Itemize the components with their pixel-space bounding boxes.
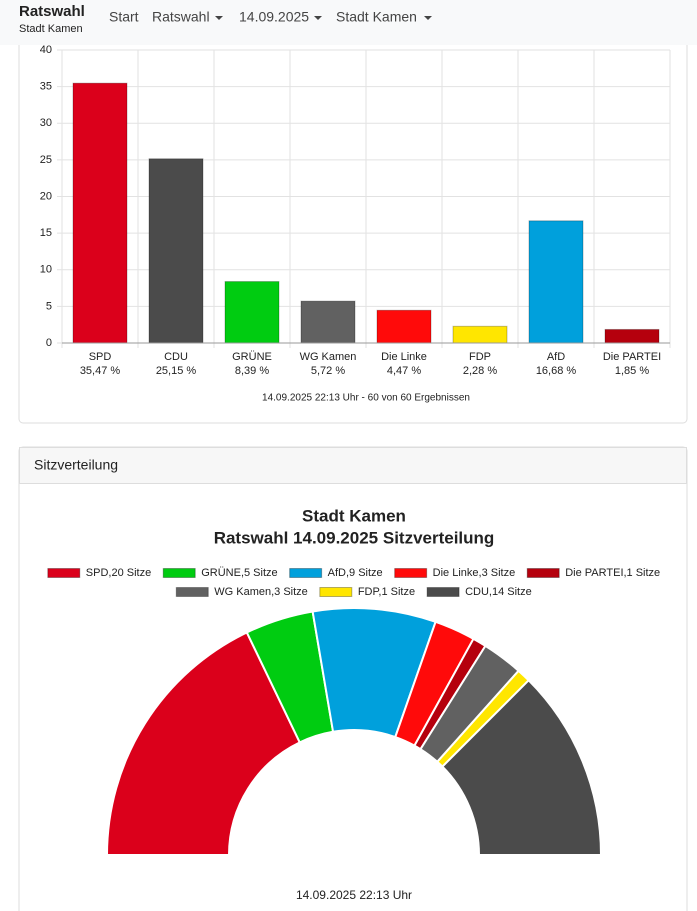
bar: [224, 281, 280, 344]
bar: [604, 328, 660, 344]
value-label: 16,68 %: [536, 365, 577, 377]
legend-swatch: [47, 568, 81, 578]
brand-subtitle: Stadt Kamen: [19, 23, 83, 35]
y-tick-label: 35: [40, 81, 52, 93]
caret: [424, 16, 432, 20]
legend-swatch: [289, 568, 323, 578]
value-label: 1,85 %: [615, 365, 649, 377]
bar: [528, 220, 584, 344]
legend-swatch: [319, 587, 353, 597]
nav-dropdown[interactable]: Stadt Kamen: [336, 9, 417, 25]
value-label: 8,39 %: [235, 365, 269, 377]
footnote: 14.09.2025 22:13 Uhr - 60 von 60 Ergebni…: [262, 393, 470, 404]
y-tick-label: 10: [40, 264, 52, 276]
card-header: [19, 447, 687, 484]
caret: [215, 16, 223, 20]
legend-swatch: [162, 568, 196, 578]
chart-title: Stadt Kamen: [302, 506, 406, 525]
panel-title: Sitzverteilung: [34, 457, 118, 473]
x-tick-label: Die PARTEI: [603, 351, 661, 363]
footnote: 14.09.2025 22:13 Uhr: [296, 888, 412, 902]
x-tick-label: WG Kamen: [300, 351, 357, 363]
bar: [376, 309, 432, 344]
legend-label: WG Kamen,3 Sitze: [214, 586, 308, 598]
seat-segment: [440, 678, 603, 856]
x-tick-label: SPD: [89, 351, 112, 363]
nav-dropdown[interactable]: 14.09.2025: [239, 9, 309, 25]
x-tick-label: AfD: [547, 351, 565, 363]
legend-label: FDP,1 Sitze: [358, 586, 415, 598]
legend-swatch: [526, 568, 560, 578]
bar: [452, 325, 508, 344]
value-label: 25,15 %: [156, 365, 197, 377]
value-label: 4,47 %: [387, 365, 421, 377]
y-tick-label: 15: [40, 227, 52, 239]
y-tick-label: 30: [40, 117, 52, 129]
legend-label: SPD,20 Sitze: [86, 567, 151, 579]
legend-swatch: [426, 587, 460, 597]
value-label: 35,47 %: [80, 365, 121, 377]
value-label: 5,72 %: [311, 365, 345, 377]
y-tick-label: 0: [46, 337, 52, 349]
nav-link[interactable]: Start: [109, 9, 139, 25]
legend-label: CDU,14 Sitze: [465, 586, 532, 598]
nav-dropdown[interactable]: Ratswahl: [152, 9, 210, 25]
bar: [72, 82, 128, 344]
legend-label: GRÜNE,5 Sitze: [201, 567, 277, 579]
x-tick-label: GRÜNE: [232, 351, 272, 363]
caret: [314, 16, 322, 20]
y-tick-label: 5: [46, 300, 52, 312]
y-tick-label: 25: [40, 154, 52, 166]
y-tick-label: 20: [40, 190, 52, 202]
y-tick-label: 40: [40, 44, 52, 56]
x-tick-label: CDU: [164, 351, 188, 363]
legend-label: AfD,9 Sitze: [328, 567, 383, 579]
legend-swatch: [394, 568, 428, 578]
legend-label: Die Linke,3 Sitze: [433, 567, 516, 579]
brand[interactable]: Ratswahl: [19, 3, 85, 20]
legend-label: Die PARTEI,1 Sitze: [565, 567, 660, 579]
chart-title: Ratswahl 14.09.2025 Sitzverteilung: [214, 528, 495, 547]
bar: [148, 158, 204, 344]
legend-swatch: [175, 587, 209, 597]
navbar: [0, 0, 697, 45]
x-tick-label: FDP: [469, 351, 491, 363]
seat-segment: [105, 631, 302, 856]
value-label: 2,28 %: [463, 365, 497, 377]
x-tick-label: Die Linke: [381, 351, 427, 363]
bar: [300, 300, 356, 344]
